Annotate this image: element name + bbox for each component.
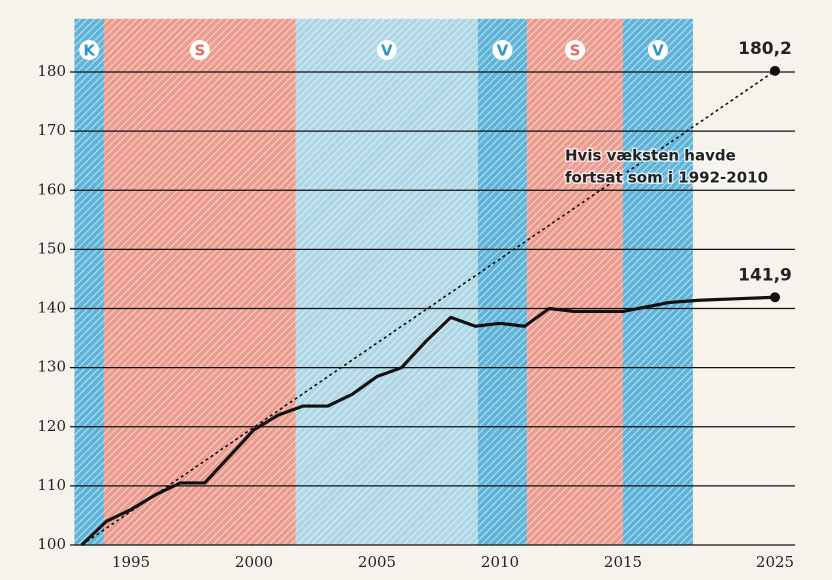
period-label: V	[497, 42, 509, 60]
end-point	[770, 292, 780, 303]
period-band	[477, 18, 528, 546]
period-label: S	[570, 42, 581, 60]
y-tick-label: 100	[37, 535, 66, 553]
period-band	[74, 18, 104, 546]
x-tick-label: 1995	[112, 553, 150, 571]
period-badge	[79, 40, 100, 60]
period-badge	[189, 40, 210, 60]
trend-line	[81, 70, 776, 546]
period-badge	[376, 40, 397, 60]
period-band	[295, 18, 478, 546]
x-tick-label: 2000	[235, 553, 273, 571]
x-tick-label: 2025	[756, 553, 794, 571]
period-badge	[647, 40, 668, 60]
period-band	[103, 18, 296, 546]
x-tick-label: 2015	[604, 553, 642, 571]
end-point	[770, 65, 780, 76]
period-label: K	[83, 42, 96, 60]
annotation: fortsat som i 1992-2010	[565, 169, 768, 187]
period-label: V	[652, 42, 664, 60]
period-label: S	[194, 42, 205, 60]
value-label: 141,9	[738, 265, 792, 285]
y-tick-label: 150	[37, 239, 66, 257]
y-tick-label: 140	[37, 299, 66, 317]
y-tick-label: 170	[37, 121, 66, 139]
period-badge	[565, 40, 586, 60]
y-tick-label: 120	[37, 417, 66, 435]
period-band	[527, 18, 623, 546]
period-band	[623, 18, 693, 546]
period-label: V	[381, 42, 393, 60]
x-tick-label: 2010	[481, 553, 519, 571]
data-line	[80, 295, 776, 547]
y-tick-label: 160	[37, 180, 66, 198]
period-badge	[492, 40, 513, 60]
annotation: Hvis væksten havde	[565, 147, 736, 165]
y-tick-label: 180	[37, 62, 66, 80]
x-tick-label: 2005	[358, 553, 396, 571]
y-tick-label: 130	[37, 358, 66, 376]
value-label: 180,2	[738, 39, 792, 59]
y-tick-label: 110	[37, 476, 66, 494]
